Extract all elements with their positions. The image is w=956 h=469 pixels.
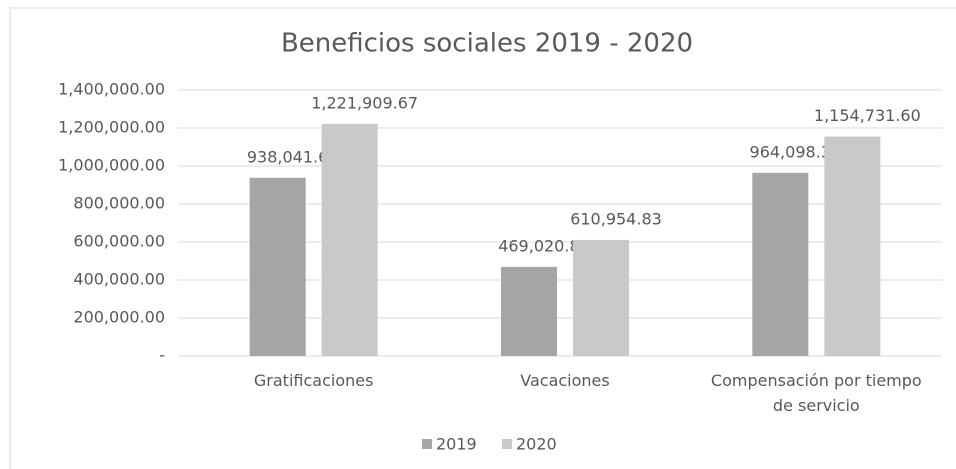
y-tick-label: 1,000,000.00: [58, 156, 165, 175]
chart-title: Beneficios sociales 2019 - 2020: [281, 29, 693, 59]
y-tick-label: 1,200,000.00: [58, 118, 165, 137]
y-tick-label: 1,400,000.00: [58, 80, 165, 99]
value-label: 1,154,731.60: [814, 106, 921, 125]
y-tick-label: 400,000.00: [73, 270, 165, 289]
x-tick-label: Gratificaciones: [253, 371, 374, 390]
bar: [501, 266, 557, 356]
value-label: 610,954.83: [570, 209, 662, 228]
legend-swatch: [422, 439, 432, 449]
x-tick-label: Compensación por tiempo de servicio: [710, 371, 922, 415]
legend-label: 2020: [516, 435, 557, 454]
y-tick-label: 600,000.00: [73, 232, 165, 251]
value-label: 469,020.83: [498, 236, 590, 255]
y-tick-label: -: [159, 346, 165, 365]
value-label: 1,221,909.67: [311, 93, 418, 112]
bar: [249, 177, 306, 356]
value-label: 964,098.38: [750, 142, 842, 161]
legend-label: 2019: [436, 435, 477, 454]
y-tick-label: 200,000.00: [73, 308, 165, 327]
value-label: 938,041.67: [247, 147, 339, 166]
chart-border: [9, 7, 956, 469]
bar: [752, 172, 809, 356]
legend-swatch: [502, 439, 512, 449]
bar: [321, 123, 378, 357]
bar: [824, 136, 881, 356]
bar: [573, 239, 629, 356]
y-tick-label: 800,000.00: [73, 194, 165, 213]
x-tick-label: Vacaciones: [520, 371, 610, 390]
